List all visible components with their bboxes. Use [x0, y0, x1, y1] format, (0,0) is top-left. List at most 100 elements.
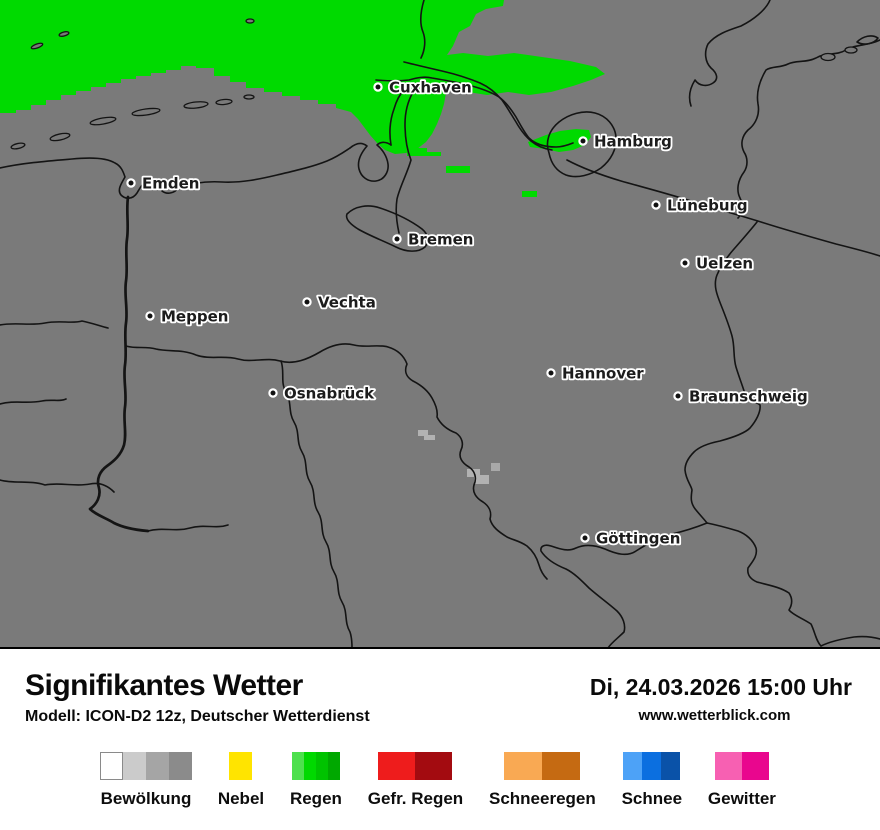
legend-label: Nebel [217, 789, 265, 808]
weather-legend: Bewölkung Nebel Regen Gefr. Regen Schneerege… [0, 752, 880, 809]
city-dot [126, 178, 136, 188]
elbe-southeast [566, 159, 880, 257]
cloud-patch [491, 463, 500, 471]
city-dot [680, 258, 690, 268]
nrw-niedersachsen-border [125, 343, 548, 580]
legend-swatch [229, 752, 253, 780]
legend-swatch [303, 752, 316, 780]
city-label: Vechta [318, 294, 376, 312]
legend-swatches [378, 752, 453, 780]
legend-item: Regen [290, 752, 342, 809]
legend-swatch [714, 752, 742, 780]
island [243, 94, 255, 100]
city-label: Hamburg [594, 133, 672, 151]
city-dot [578, 136, 588, 146]
legend-swatch [741, 752, 769, 780]
island [49, 132, 71, 142]
bremen-boundary [345, 205, 429, 252]
model-info: Modell: ICON-D2 12z, Deutscher Wetterdie… [25, 708, 370, 725]
city-label: Uelzen [696, 255, 753, 273]
island [89, 116, 117, 126]
cloud-patches [418, 430, 500, 484]
cloud-patch [467, 469, 489, 484]
legend-label: Regen [289, 789, 342, 808]
city-label: Cuxhaven [389, 79, 472, 97]
page-title: Signifikantes Wetter [25, 669, 303, 702]
city-dot [673, 391, 683, 401]
city-dot [268, 388, 278, 398]
rain-fleck [446, 166, 470, 173]
island [183, 101, 209, 109]
rain-fleck [522, 191, 537, 197]
island [131, 107, 161, 117]
city-marker: Hannover [546, 363, 646, 384]
border-continuation [147, 524, 229, 532]
legend-item: Gefr. Regen [368, 752, 463, 809]
weser-estuary [389, 89, 405, 146]
legend-swatch [146, 752, 169, 780]
legend-swatches [504, 752, 581, 780]
legend-label: Schnee [621, 789, 683, 808]
elbe-north-bank [403, 61, 553, 151]
city-marker: Cuxhaven [373, 77, 474, 98]
island [10, 142, 26, 150]
legend-swatch [642, 752, 662, 780]
lake-outline [856, 35, 879, 45]
legend-swatches [291, 752, 340, 780]
info-bar: Signifikantes Wetter Modell: ICON-D2 12z… [0, 649, 880, 749]
legend-label: Schneeregen [489, 789, 596, 808]
city-dot [145, 311, 155, 321]
city-label: Meppen [161, 308, 228, 326]
legend-swatches [229, 752, 253, 780]
legend-swatch [327, 752, 340, 780]
city-label: Emden [142, 175, 199, 193]
mecklenburg-border [688, 0, 771, 107]
city-marker: Hamburg [578, 131, 674, 152]
city-label: Hannover [562, 365, 644, 383]
nrw-line-3 [0, 479, 115, 493]
legend-label: Bewölkung [100, 789, 192, 808]
legend-item: Bewölkung [100, 752, 192, 809]
legend-swatch [378, 752, 416, 780]
city-marker: Vechta [302, 292, 378, 313]
legend-swatch [661, 752, 681, 780]
island [30, 42, 44, 50]
cloud-patch [418, 430, 435, 440]
dutch-border [88, 195, 150, 533]
city-label: Braunschweig [689, 388, 808, 406]
legend-swatches [623, 752, 681, 780]
legend-swatch [623, 752, 643, 780]
city-marker: Braunschweig [673, 386, 810, 407]
city-markers: Cuxhaven Hamburg Emden Lüneburg Bremen Uelzen… [126, 77, 810, 549]
legend-swatches [714, 752, 769, 780]
website-url: www.wetterblick.com [638, 707, 791, 724]
legend-label: Gefr. Regen [367, 789, 464, 808]
nrw-line-1 [0, 320, 109, 329]
schleswig-coast [419, 0, 426, 59]
island [245, 18, 255, 24]
city-marker: Meppen [145, 306, 230, 327]
jade-bay [349, 141, 392, 182]
city-marker: Göttingen [580, 528, 682, 549]
east-border [684, 221, 761, 524]
south-border-harz [706, 522, 880, 647]
forecast-datetime: Di, 24.03.2026 15:00 Uhr [589, 674, 852, 700]
city-dot [580, 533, 590, 543]
city-dot [302, 297, 312, 307]
legend-item: Gewitter [708, 752, 776, 809]
lake [844, 46, 858, 54]
city-marker: Uelzen [680, 253, 755, 274]
nrw-line-2 [0, 398, 67, 405]
city-marker: Lüneburg [651, 195, 749, 216]
city-marker: Osnabrück [268, 383, 377, 404]
city-label: Göttingen [596, 530, 680, 548]
legend-item: Schnee [622, 752, 682, 809]
legend-swatches [100, 752, 192, 780]
city-dot [392, 234, 402, 244]
hamburg-boundary [546, 111, 617, 178]
city-dot [651, 200, 661, 210]
legend-item: Schneeregen [489, 752, 596, 809]
legend-swatch [291, 752, 304, 780]
south-border-goettingen [540, 522, 708, 649]
